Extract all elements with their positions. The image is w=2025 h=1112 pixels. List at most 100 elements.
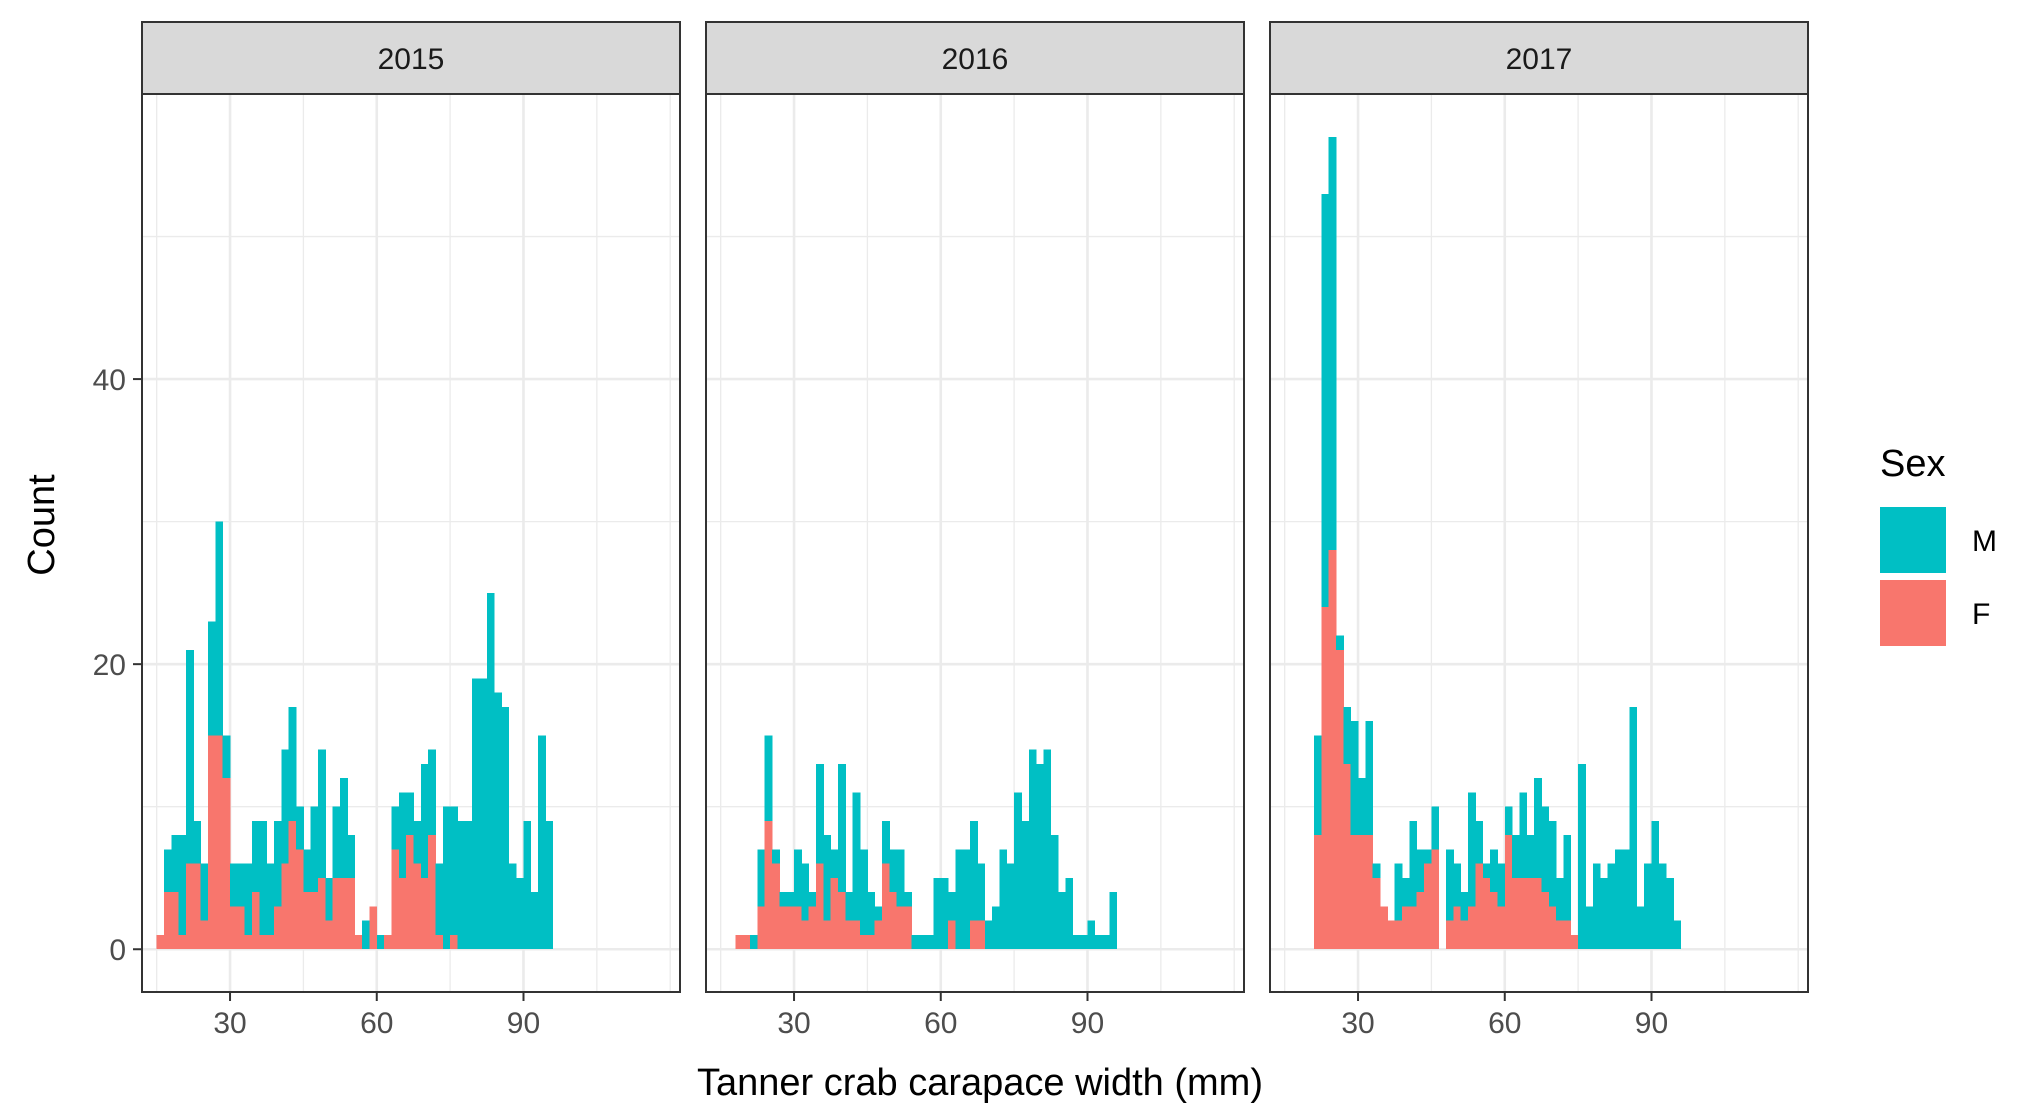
bar-F: [1394, 920, 1403, 950]
bar-M: [808, 892, 817, 907]
bar-F: [874, 920, 883, 950]
bar-F: [1534, 877, 1542, 950]
bar-F: [1365, 835, 1374, 950]
bar-M: [1043, 749, 1052, 950]
bar-M: [1651, 820, 1660, 950]
bar-F: [340, 877, 348, 950]
bar-M: [1644, 863, 1652, 950]
bar-F: [325, 920, 334, 950]
x-tick-label: 60: [1488, 1007, 1521, 1040]
bar-F: [1314, 835, 1322, 950]
bar-F: [450, 934, 458, 950]
bar-F: [398, 877, 407, 950]
bar-M: [215, 521, 224, 736]
bar-M: [1666, 877, 1674, 950]
bar-F: [1556, 920, 1564, 950]
bar-M: [1482, 863, 1491, 878]
bar-M: [794, 849, 802, 907]
bar-M: [1585, 906, 1594, 950]
bar-M: [516, 877, 524, 950]
bar-M: [1475, 820, 1484, 864]
bar-F: [369, 906, 378, 950]
bar-M: [178, 835, 187, 935]
y-axis-title: Count: [21, 474, 63, 576]
bar-M: [303, 849, 312, 893]
bar-F: [1519, 877, 1528, 950]
bar-M: [1504, 806, 1513, 836]
bar-M: [926, 934, 934, 950]
bar-F: [156, 934, 165, 950]
bar-M: [750, 934, 758, 950]
bar-M: [1321, 193, 1330, 608]
bar-M: [1519, 792, 1528, 878]
bar-M: [889, 849, 898, 893]
bar-M: [1006, 863, 1015, 950]
bar-M: [538, 735, 546, 950]
bar-M: [1343, 706, 1352, 764]
x-tick-label: 30: [1341, 1007, 1374, 1040]
legend-label: M: [1972, 525, 1997, 558]
bar-F: [303, 892, 312, 950]
bar-M: [200, 863, 209, 921]
bar-M: [1094, 934, 1103, 950]
bar-M: [757, 849, 766, 907]
bar-M: [420, 763, 429, 878]
bar-M: [1072, 934, 1081, 950]
bar-M: [1365, 721, 1374, 836]
bar-M: [332, 806, 341, 878]
bar-F: [1512, 877, 1520, 950]
bar-M: [896, 849, 905, 907]
bar-M: [222, 735, 231, 779]
bar-F: [1490, 892, 1498, 950]
bar-F: [391, 849, 400, 950]
bar-F: [1424, 863, 1432, 950]
bar-F: [252, 892, 260, 950]
bar-M: [874, 906, 883, 921]
bar-M: [1065, 877, 1074, 950]
x-tick-label: 90: [507, 1007, 540, 1040]
bar-M: [274, 820, 282, 907]
bar-F: [1504, 835, 1513, 950]
y-tick-label: 40: [93, 364, 126, 397]
legend-swatch: [1880, 507, 1946, 573]
bar-M: [406, 792, 414, 836]
bar-F: [1468, 906, 1476, 950]
bar-F: [1482, 877, 1491, 950]
bar-F: [259, 934, 268, 950]
bar-M: [252, 820, 260, 893]
bar-M: [977, 863, 986, 921]
bar-M: [347, 835, 356, 878]
bar-M: [310, 806, 319, 893]
bar-M: [1607, 863, 1616, 950]
bar-M: [962, 849, 971, 950]
bar-M: [1058, 892, 1066, 950]
bar-M: [545, 820, 554, 950]
facet-panels: 2015 30 60 90 2016 30 60 90 2017 30 60 90: [141, 21, 1809, 1040]
bar-F: [794, 906, 802, 950]
bar-M: [1028, 749, 1037, 950]
bar-F: [1380, 906, 1388, 950]
bar-F: [1526, 877, 1535, 950]
bar-M: [288, 706, 297, 821]
bar-F: [830, 877, 839, 950]
bar-M: [786, 892, 795, 907]
bar-M: [318, 749, 326, 878]
bar-F: [178, 934, 187, 950]
bar-F: [1446, 920, 1454, 950]
bar-M: [494, 692, 502, 950]
bar-F: [1387, 920, 1396, 950]
bar-M: [1087, 920, 1096, 950]
bar-M: [882, 820, 890, 864]
bar-M: [1080, 934, 1088, 950]
bar-F: [852, 920, 861, 950]
bar-M: [838, 763, 846, 893]
bar-F: [808, 906, 817, 950]
bar-M: [1050, 835, 1059, 950]
bar-F: [1541, 892, 1550, 950]
bar-M: [918, 934, 927, 950]
bar-F: [186, 863, 194, 950]
bar-M: [1416, 849, 1425, 893]
bar-M: [1490, 849, 1498, 893]
bar-F: [428, 835, 436, 950]
bar-F: [193, 863, 202, 950]
